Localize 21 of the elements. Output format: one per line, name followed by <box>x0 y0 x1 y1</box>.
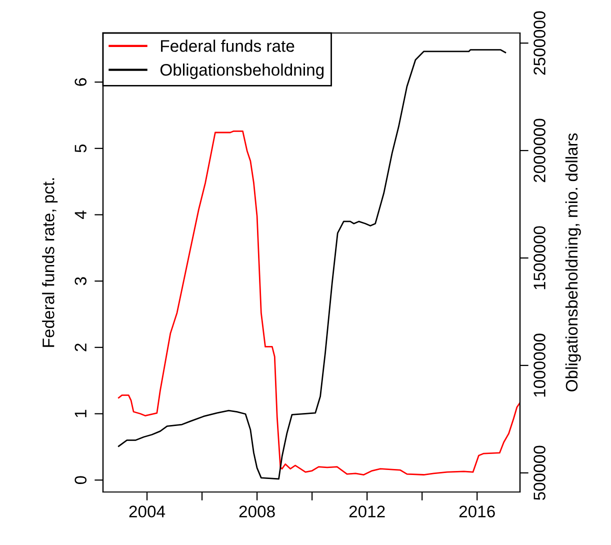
y2-tick-label: 1000000 <box>534 334 546 397</box>
y2-tick-label: 500000 <box>534 446 546 500</box>
y-axis-title: Federal funds rate, pct. <box>42 178 58 347</box>
y2-axis-title: Obligationsbeholdning, mio. dollars <box>565 133 581 392</box>
legend-label: Obligationsbeholdning <box>160 64 324 80</box>
y-tick-label: 4 <box>74 210 86 219</box>
legend-label: Federal funds rate <box>161 40 294 52</box>
y2-tick-label: 2000000 <box>534 118 546 182</box>
x-tick-label: 2016 <box>459 506 495 518</box>
line-series <box>118 130 520 476</box>
y-tick-label: 3 <box>74 277 87 286</box>
y-tick-label: 1 <box>74 410 86 418</box>
y-tick-label: 0 <box>74 476 87 484</box>
x-tick-label: 2008 <box>239 506 275 518</box>
y2-tick-label: 2500000 <box>534 11 546 75</box>
y-tick-label: 6 <box>74 78 87 86</box>
x-tick-label: 2004 <box>129 506 166 518</box>
x-tick-label: 2012 <box>349 506 385 518</box>
y-tick-label: 2 <box>74 344 86 352</box>
y2-tick-label: 1500000 <box>534 226 546 290</box>
y-tick-label: 5 <box>74 144 87 152</box>
